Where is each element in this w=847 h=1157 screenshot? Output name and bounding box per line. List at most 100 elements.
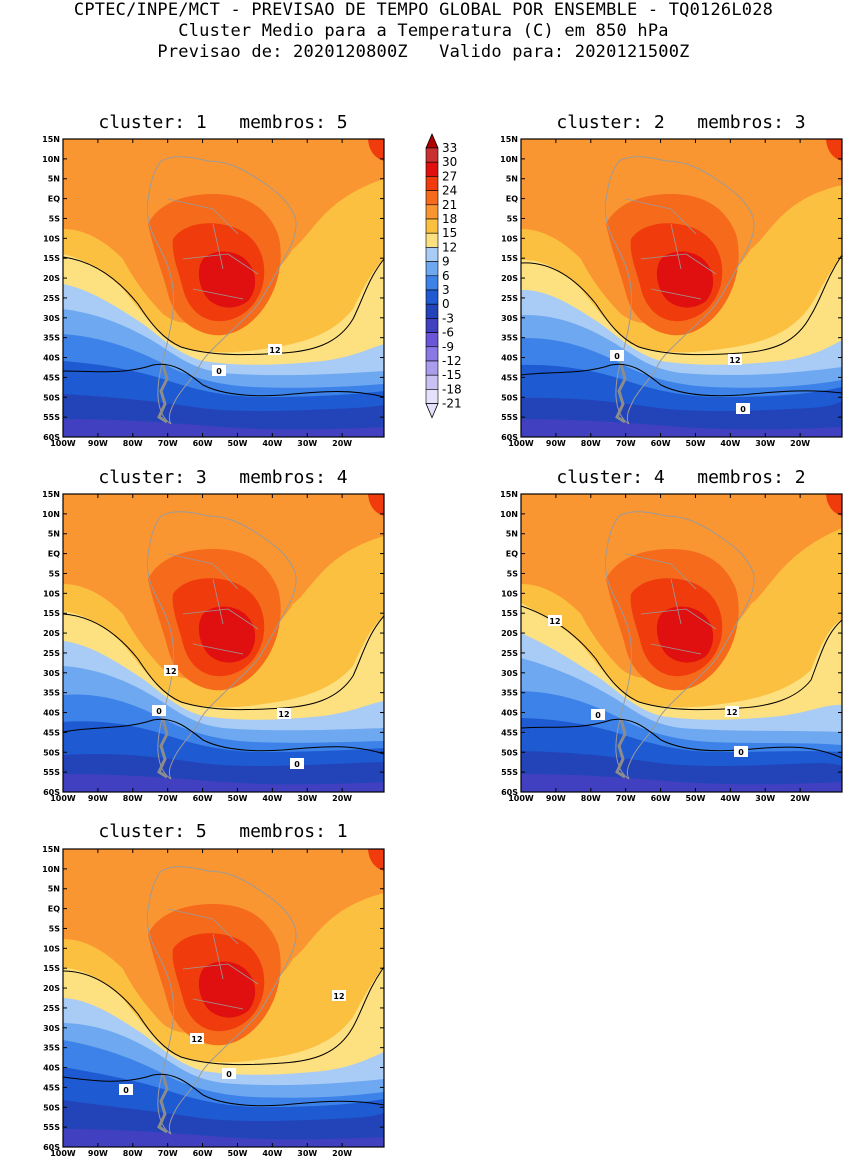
panel-4-lat-label-8: 20S [501,629,518,638]
panel-3-lat-label-3: 5N [48,530,60,539]
colorbar-top-arrow [425,132,439,149]
panel-1-lat-label-9: 25S [43,294,60,303]
panel-3-lat-label-16: 60S [43,788,60,797]
panel-5-lat-label-12: 40S [43,1064,60,1073]
panel-1-title: cluster: 1 membros: 5 [98,112,348,133]
colorbar-label-5: 21 [442,198,457,212]
colorbar-swatch-18 [425,389,439,404]
svg-text:0: 0 [595,711,601,720]
panel-1-lat-label-7: 15S [43,254,60,263]
panel-1-lon-label-9: 20W [332,439,352,448]
panel-1-lat-label-13: 45S [43,373,60,382]
panel-4-contour-label-4: 0 [734,746,748,757]
svg-text:0: 0 [614,352,620,361]
panel-2-lat-label-16: 60S [501,433,518,442]
colorbar-swatch-6 [425,218,439,234]
panel-2-lat-label-4: EQ [506,195,518,204]
colorbar-label-11: 3 [442,283,450,297]
panel-3-lat-label-1: 15N [42,490,60,499]
panel-5-contour-label-3: 0 [222,1068,236,1079]
panel-2-lat-label-15: 55S [501,413,518,422]
colorbar-label-13: -3 [442,311,454,325]
panel-5-lon-label-5: 60W [193,1149,213,1157]
panel-2-lon-label-1: 100W [508,439,534,448]
panel-2-lat-label-11: 35S [501,334,518,343]
panel-4-lat-label-1: 15N [500,490,518,499]
panel-1-lon-label-5: 60W [193,439,213,448]
panel-5-lat-label-6: 10S [43,944,60,953]
panel-2-lon-label-8: 30W [755,439,775,448]
svg-text:12: 12 [165,667,176,676]
panel-1-lat-label-5: 5S [49,214,61,223]
panel-3-lon-label-6: 50W [227,794,247,803]
panel-5-lon-label-2: 90W [88,1149,108,1157]
panel-3-lat-label-10: 30S [43,669,60,678]
panel-2-contour-label-3: 0 [736,403,750,414]
panel-3-lat-label-12: 40S [43,709,60,718]
panel-5-lat-label-7: 15S [43,964,60,973]
panel-5-title: cluster: 5 membros: 1 [98,821,348,842]
panel-2-lat-label-5: 5S [507,214,519,223]
panel-3-lon-label-1: 100W [50,794,76,803]
panel-5-lon-label-8: 30W [297,1149,317,1157]
panel-2-lat-label-14: 50S [501,393,518,402]
colorbar-swatch-17 [425,374,439,390]
panel-1-lat-label-8: 20S [43,274,60,283]
panel-5-lat-label-4: EQ [48,905,60,914]
panel-5-contour-label-4: 0 [119,1084,133,1095]
panel-5-lat-label-14: 50S [43,1103,60,1112]
colorbar-swatch-12 [425,303,439,319]
svg-text:12: 12 [726,708,737,717]
panel-2-contour-label-2: 12 [728,354,742,365]
panel-3-lon-label-2: 90W [88,794,108,803]
colorbar-label-18: -18 [442,382,462,396]
panel-2-contour-label-1: 0 [610,350,624,361]
panel-4-lat-label-15: 55S [501,768,518,777]
colorbar-swatch-10 [425,275,439,291]
panel-2-lon-label-9: 20W [790,439,810,448]
panel-4-lat-label-9: 25S [501,649,518,658]
svg-text:12: 12 [333,992,344,1001]
map-panel-2-frame [520,138,843,438]
colorbar-swatch-7 [425,232,439,248]
panel-3-lon-label-9: 20W [332,794,352,803]
panel-3-lon-label-7: 40W [262,794,282,803]
svg-text:12: 12 [269,346,280,355]
panel-2-lat-label-10: 30S [501,314,518,323]
panel-5-lat-label-10: 30S [43,1024,60,1033]
colorbar-bottom-arrow [425,403,439,419]
panel-4-lon-label-7: 40W [720,794,740,803]
map-panel-3: 12 0 12 0 15N 10N 5N EQ 5S 10S 15S 20S 25S 30S 35S 40S 4… [42,490,385,803]
panel-2-lon-label-6: 50W [685,439,705,448]
panel-3-lat-label-11: 35S [43,689,60,698]
panel-4-lat-label-2: 10N [500,510,518,519]
panel-4-lon-label-9: 20W [790,794,810,803]
colorbar-label-8: 12 [442,240,457,254]
panel-4-contour-label-3: 12 [725,706,739,717]
panel-2-lon-label-4: 70W [616,439,636,448]
colorbar-label-19: -21 [442,397,462,411]
panel-1-lat-label-4: EQ [48,195,60,204]
panel-3-contour-label-3: 12 [277,708,291,719]
panel-2-lon-label-7: 40W [720,439,740,448]
panel-2-lat-label-13: 45S [501,373,518,382]
panel-3-lat-label-9: 25S [43,649,60,658]
panel-1-lat-label-3: 5N [48,175,60,184]
colorbar-label-10: 6 [442,269,450,283]
svg-text:12: 12 [729,356,740,365]
colorbar-label-9: 9 [442,255,450,269]
colorbar-swatch-3 [425,176,439,191]
panel-3-lon-label-8: 30W [297,794,317,803]
panel-4-contour-label-2: 0 [591,709,605,720]
panel-3-lat-label-4: EQ [48,550,60,559]
colorbar-swatch-2 [425,161,439,177]
panel-4-lat-label-4: EQ [506,550,518,559]
svg-text:0: 0 [123,1086,129,1095]
panel-1-lon-label-1: 100W [50,439,76,448]
panel-3-lat-label-8: 20S [43,629,60,638]
colorbar-label-2: 30 [442,155,457,169]
map-panel-2: 0 12 0 15N 10N 5N EQ 5S 10S 15S 20S 25S 30S 35S 40S 45S… [500,135,843,448]
panel-4-lat-label-14: 50S [501,748,518,757]
panel-1-lon-label-3: 80W [123,439,143,448]
